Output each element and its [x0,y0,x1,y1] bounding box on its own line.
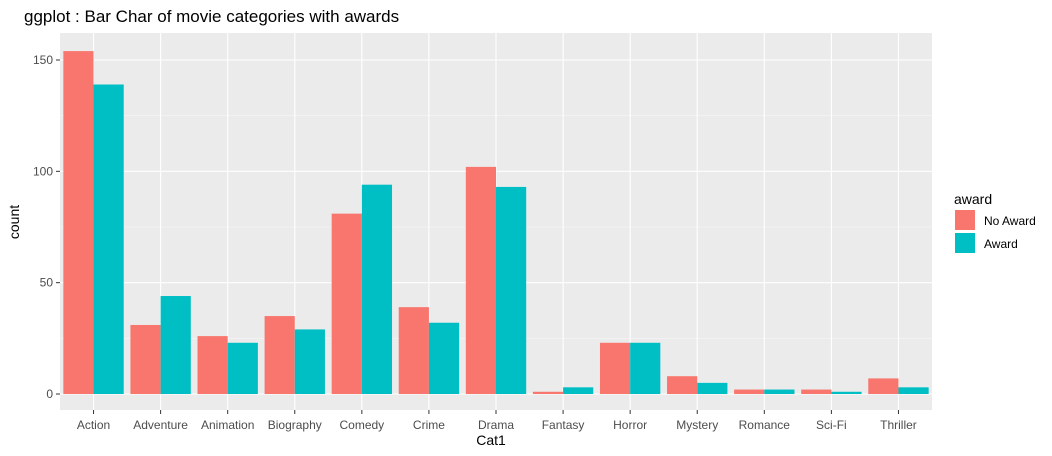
bar-no-award-action [63,51,94,395]
x-tick-label: Crime [413,418,445,432]
x-tick-label: Action [77,418,110,432]
y-tick-label: 100 [33,164,53,178]
bar-no-award-comedy [331,213,362,394]
bar-no-award-mystery [667,376,698,394]
x-tick-label: Fantasy [542,418,585,432]
x-tick-label: Thriller [880,418,917,432]
bar-no-award-crime [398,307,429,394]
bar-award-biography [294,329,325,394]
bar-no-award-horror [599,342,631,394]
x-tick-label: Sci-Fi [816,418,847,432]
chart-title: ggplot : Bar Char of movie categories wi… [24,7,399,26]
legend-label: No Award [984,214,1036,228]
bar-no-award-biography [264,316,295,394]
x-tick-label: Horror [613,418,647,432]
bar-no-award-adventure [130,324,161,394]
bar-award-fantasy [563,387,594,394]
x-tick-label: Animation [201,418,254,432]
bars [63,51,929,395]
legend-label: Award [984,237,1018,251]
x-tick-label: Drama [478,418,514,432]
x-axis-title: Cat1 [476,432,506,448]
bar-award-crime [428,322,460,394]
bar-award-action [93,84,124,394]
x-tick-label: Romance [739,418,791,432]
y-axis: 0 50 100 150 [33,53,60,401]
bar-award-horror [630,342,661,394]
bar-no-award-drama [465,166,496,394]
bar-award-thriller [898,387,929,394]
bar-no-award-animation [197,336,228,394]
bar-award-mystery [697,382,728,394]
bar-award-drama [496,186,527,394]
bar-award-adventure [160,296,191,394]
bar-award-romance [764,389,795,394]
bar-no-award-sci-fi [801,389,832,394]
bar-no-award-romance [734,389,765,394]
x-tick-label: Biography [268,418,322,432]
bar-award-animation [227,342,258,394]
x-tick-label: Mystery [676,418,718,432]
x-tick-label: Comedy [340,418,385,432]
y-tick-label: 50 [40,276,54,290]
x-axis: Action Adventure Animation Biography Comedy C… [77,410,917,432]
legend-key-no-award [955,210,975,230]
legend-title: award [954,191,992,207]
legend-key-award [955,233,975,253]
y-tick-label: 0 [46,387,53,401]
x-tick-label: Adventure [133,418,188,432]
bar-award-sci-fi [831,391,862,394]
bar-no-award-thriller [868,378,899,394]
legend: award No Award Award [954,191,1036,253]
y-axis-title: count [6,205,22,239]
y-tick-label: 150 [33,53,53,67]
bar-no-award-fantasy [532,391,564,394]
bar-award-comedy [361,184,393,394]
